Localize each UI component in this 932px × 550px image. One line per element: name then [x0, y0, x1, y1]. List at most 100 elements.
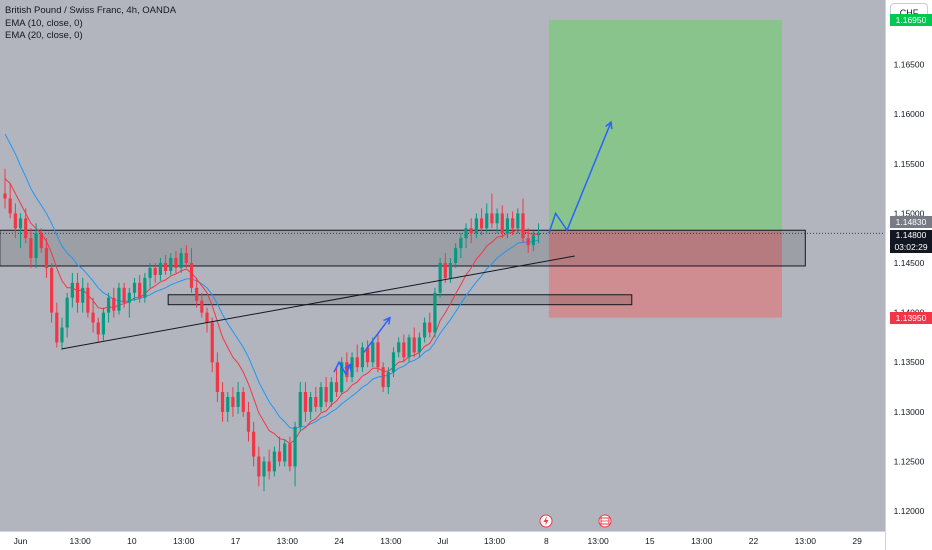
- ema20-legend[interactable]: EMA (20, close, 0): [5, 30, 83, 41]
- candle-body: [65, 297, 69, 328]
- candle-body: [391, 352, 396, 373]
- candle-body: [3, 193, 7, 199]
- candle: [70, 272, 74, 308]
- symbol-title[interactable]: British Pound / Swiss Franc, 4h, OANDA: [5, 5, 177, 16]
- x-tick-label: 13:00: [484, 536, 506, 546]
- candle-body: [283, 443, 287, 462]
- candle: [24, 208, 28, 244]
- candle: [516, 208, 520, 234]
- candle: [526, 228, 530, 254]
- candle: [366, 340, 370, 368]
- candle-body: [163, 263, 168, 271]
- candle: [153, 263, 157, 283]
- candle: [459, 233, 463, 259]
- profit-zone: [548, 19, 782, 231]
- candle-body: [34, 233, 38, 259]
- candle-body: [464, 228, 468, 239]
- candle: [298, 382, 302, 432]
- candle-body: [277, 451, 282, 462]
- candle: [262, 456, 266, 492]
- candle-body: [112, 297, 116, 311]
- candle-body: [355, 357, 359, 368]
- candle: [350, 352, 354, 383]
- candle-body: [86, 287, 90, 313]
- x-tick-label: Jul: [437, 536, 448, 546]
- candle: [34, 223, 38, 268]
- candle-body: [448, 263, 453, 278]
- candle: [454, 243, 458, 268]
- candle: [215, 352, 219, 402]
- candle-body: [8, 198, 12, 214]
- candle-body: [438, 263, 442, 293]
- candle: [397, 337, 401, 358]
- x-tick-label: 24: [334, 536, 344, 546]
- candle: [422, 317, 427, 343]
- candle-body: [107, 297, 111, 313]
- candle-body: [236, 392, 240, 407]
- candle: [536, 223, 541, 244]
- candle: [143, 272, 147, 303]
- candle: [267, 449, 271, 480]
- y-tick-label: 1.12500: [894, 456, 925, 466]
- candle-body: [257, 456, 261, 477]
- candle-body: [376, 342, 380, 368]
- candle: [469, 218, 473, 244]
- candle: [65, 292, 69, 338]
- candle: [272, 446, 276, 477]
- candle: [169, 253, 173, 275]
- stop-price-label: 1.13950: [890, 311, 932, 324]
- candle: [231, 387, 235, 417]
- ema10-legend[interactable]: EMA (10, close, 0): [5, 17, 83, 29]
- projection-arrow: [333, 360, 352, 376]
- candle: [75, 272, 80, 313]
- y-tick-label: 1.16500: [894, 60, 925, 70]
- candle-body: [407, 337, 411, 358]
- candle-body: [55, 312, 59, 343]
- candle-body: [132, 282, 137, 293]
- candle-body: [226, 396, 230, 412]
- candle: [50, 263, 54, 323]
- candle: [122, 282, 126, 308]
- candle-body: [345, 362, 349, 378]
- candle: [210, 317, 214, 373]
- flag-icon: [598, 514, 612, 528]
- candle: [138, 274, 142, 303]
- candle: [179, 248, 183, 273]
- candle-body: [500, 213, 504, 234]
- candle: [81, 277, 85, 313]
- demand-zone-box: [167, 294, 633, 306]
- candle: [464, 223, 468, 249]
- candle-body: [189, 263, 194, 288]
- candle-body: [81, 287, 85, 303]
- target-price-label: 1.16950: [890, 13, 932, 26]
- candle: [132, 277, 137, 301]
- candle-body: [381, 367, 385, 388]
- candle: [96, 317, 100, 343]
- y-tick-label: 1.12000: [894, 506, 925, 516]
- candle: [324, 377, 328, 407]
- candles: [3, 168, 541, 492]
- candle-body: [303, 392, 308, 412]
- candle: [252, 421, 256, 467]
- candle: [474, 213, 478, 239]
- candle-body: [511, 218, 515, 229]
- candle-body: [122, 287, 126, 303]
- candle-body: [428, 322, 432, 333]
- candle-body: [60, 327, 64, 343]
- candle: [303, 382, 308, 422]
- candle-body: [417, 337, 421, 353]
- candle-body: [334, 382, 339, 393]
- candle: [490, 193, 494, 229]
- candle: [355, 344, 359, 373]
- candle: [195, 277, 199, 308]
- candle: [226, 392, 230, 422]
- candle-body: [200, 300, 204, 313]
- zone-price-label: 1.14830: [890, 216, 932, 229]
- ema20-line: [4, 133, 539, 430]
- candle-body: [50, 267, 54, 313]
- candle-body: [231, 396, 235, 407]
- candle: [511, 211, 515, 236]
- y-tick-label: 1.15000: [894, 208, 925, 218]
